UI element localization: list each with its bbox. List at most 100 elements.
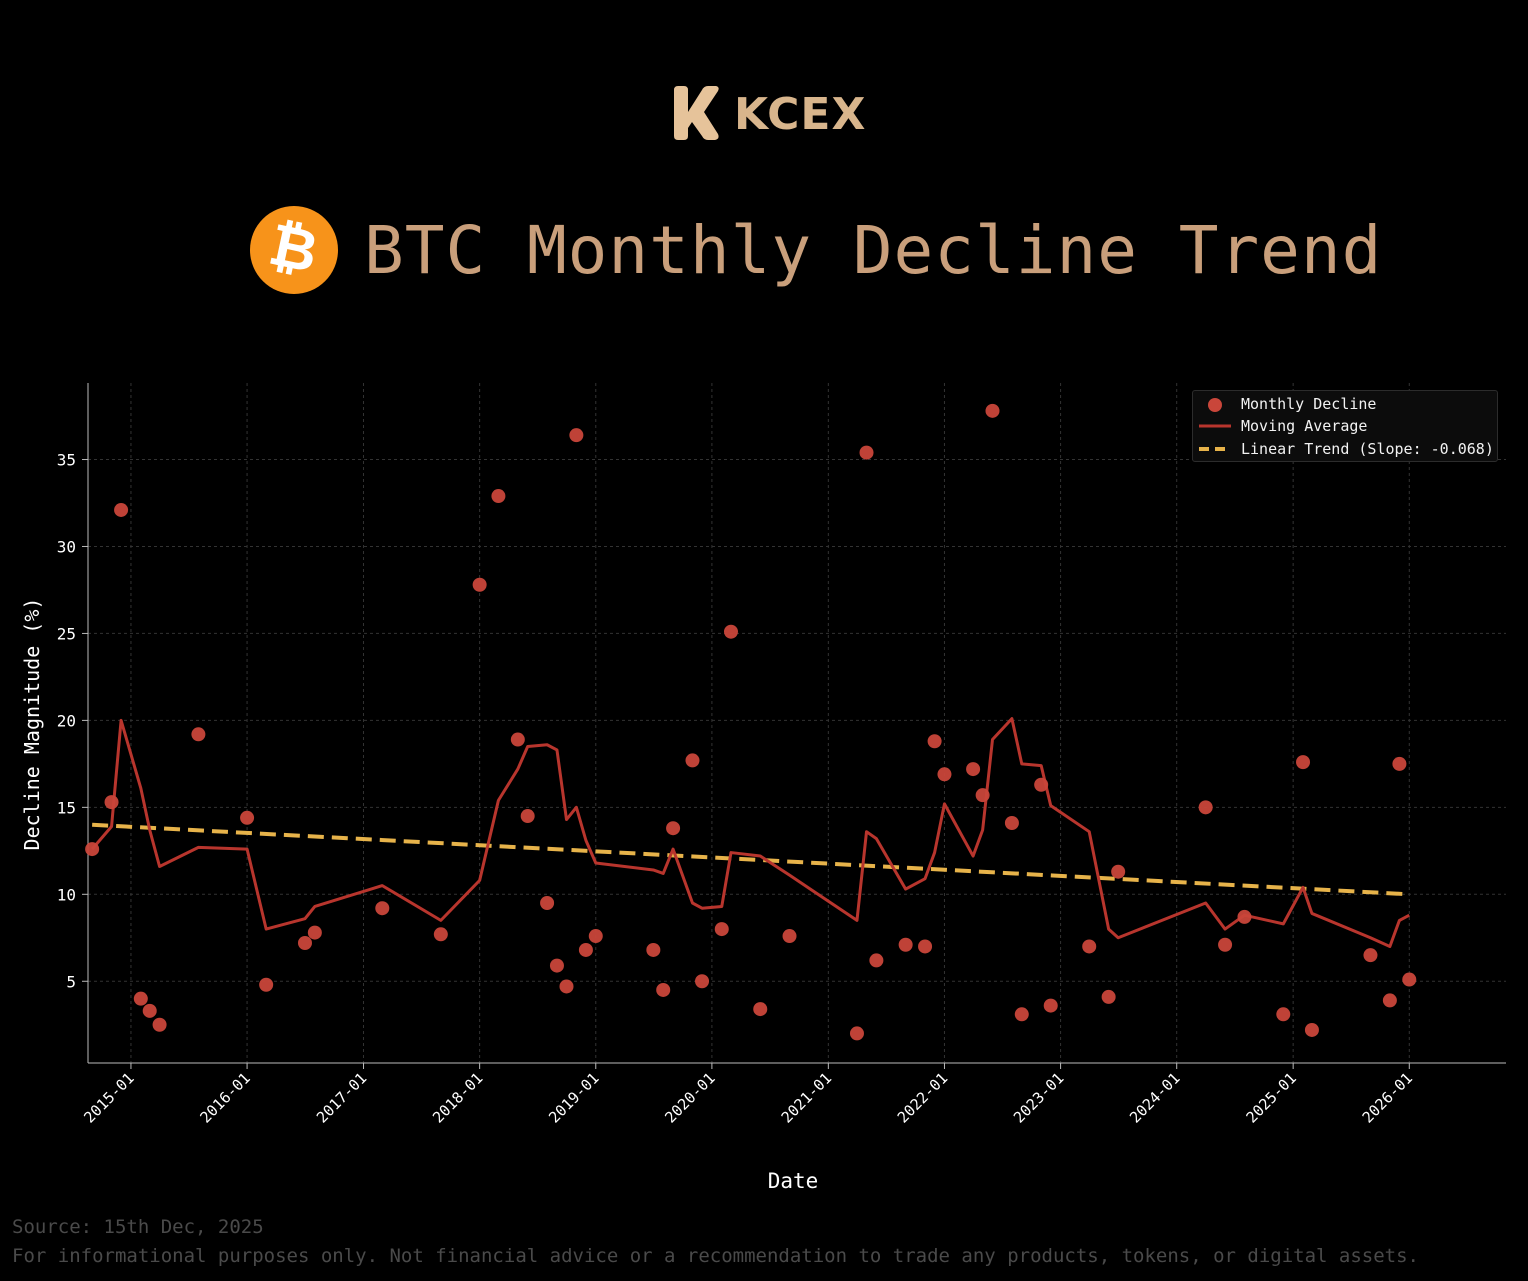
- scatter-point: [714, 922, 729, 937]
- scatter-point: [133, 991, 148, 1006]
- x-axis-label: Date: [768, 1169, 819, 1193]
- scatter-point: [1363, 948, 1378, 963]
- x-tick-label: 2026-01: [1359, 1069, 1416, 1126]
- scatter-point: [695, 974, 710, 989]
- scatter-point: [782, 929, 797, 944]
- scatter-point: [656, 982, 671, 997]
- scatter-point: [114, 502, 129, 517]
- scatter-point: [1276, 1007, 1291, 1022]
- scatter-point: [433, 927, 448, 942]
- y-axis-ticks: 5 10 15 20 25 30 35: [57, 451, 88, 991]
- kcex-logo: KCEX: [668, 84, 866, 144]
- y-tick-label: 20: [57, 711, 76, 730]
- y-tick-label: 30: [57, 537, 76, 556]
- legend-label-monthly-decline: Monthly Decline: [1241, 395, 1377, 413]
- scatter-point: [966, 762, 981, 777]
- scatter-point: [1043, 998, 1058, 1013]
- scatter-point: [240, 810, 255, 825]
- grid: [88, 383, 1506, 1063]
- x-tick-label: 2024-01: [1126, 1069, 1183, 1126]
- scatter-point: [1304, 1022, 1319, 1037]
- x-axis-ticks: 2015-01 2016-01 2017-01 2018-01 2019-01 2020-…: [80, 1063, 1416, 1127]
- scatter-point: [1034, 777, 1049, 792]
- x-tick-label: 2020-01: [661, 1069, 718, 1126]
- moving-average-series: [90, 717, 1410, 948]
- x-tick-label: 2023-01: [1010, 1069, 1067, 1126]
- logo-text: KCEX: [734, 88, 867, 140]
- scatter-point: [753, 1002, 768, 1017]
- scatter-point: [1382, 993, 1397, 1008]
- scatter-point: [1218, 937, 1233, 952]
- linear-trend-series: [92, 822, 1410, 897]
- scatter-point: [259, 977, 274, 992]
- scatter-point: [1004, 816, 1019, 830]
- scatter-point: [1296, 755, 1311, 770]
- scatter-point: [927, 734, 942, 749]
- y-tick-label: 10: [57, 885, 76, 904]
- scatter-point: [898, 937, 913, 952]
- axes: [87, 383, 1506, 1064]
- scatter-point: [849, 1026, 864, 1041]
- x-tick-label: 2021-01: [778, 1069, 835, 1126]
- scatter-point: [520, 809, 535, 824]
- scatter-point: [569, 428, 584, 443]
- scatter-point: [1392, 756, 1407, 771]
- scatter-point: [540, 896, 555, 910]
- linear-trend-line: [92, 822, 1410, 897]
- scatter-point: [685, 753, 700, 768]
- scatter-point: [375, 901, 390, 916]
- legend-label-moving-average: Moving Average: [1241, 417, 1368, 435]
- scatter-point: [859, 445, 874, 460]
- scatter-point: [559, 979, 574, 994]
- monthly-decline-series: [85, 403, 1417, 1041]
- legend-marker-monthly-decline: [1208, 398, 1222, 412]
- scatter-point: [588, 929, 603, 944]
- page-title: BTC Monthly Decline Trend: [364, 211, 1383, 289]
- x-tick-label: 2017-01: [313, 1069, 370, 1126]
- y-tick-label: 35: [57, 451, 76, 470]
- title-row: ₿ BTC Monthly Decline Trend: [250, 206, 1382, 294]
- y-axis-label: Decline Magnitude (%): [20, 598, 44, 851]
- scatter-point: [985, 403, 1000, 418]
- bitcoin-icon: ₿: [250, 206, 338, 294]
- kcex-logo-icon: [674, 86, 719, 140]
- x-tick-label: 2025-01: [1243, 1069, 1300, 1126]
- scatter-point: [937, 767, 952, 782]
- x-tick-label: 2019-01: [545, 1069, 602, 1126]
- y-tick-label: 15: [57, 798, 76, 817]
- source-note: Source: 15th Dec, 2025: [12, 1216, 264, 1238]
- scatter-point: [723, 624, 738, 639]
- x-tick-label: 2018-01: [429, 1069, 486, 1126]
- scatter-point: [491, 489, 506, 504]
- y-tick-label: 25: [57, 624, 76, 643]
- legend-label-linear-trend: Linear Trend (Slope: -0.068): [1241, 440, 1494, 458]
- scatter-point: [578, 942, 593, 957]
- scatter-point: [142, 1003, 157, 1018]
- x-tick-label: 2015-01: [80, 1069, 137, 1126]
- scatter-point: [191, 727, 206, 742]
- scatter-point: [510, 732, 525, 747]
- scatter-point: [1101, 989, 1116, 1004]
- scatter-point: [85, 842, 100, 857]
- scatter-point: [1082, 939, 1097, 954]
- scatter-point: [307, 925, 322, 940]
- scatter-point: [1402, 972, 1417, 987]
- x-tick-label: 2016-01: [196, 1069, 253, 1126]
- scatter-point: [1014, 1007, 1029, 1022]
- x-tick-label: 2022-01: [894, 1069, 951, 1126]
- scatter-point: [152, 1017, 167, 1032]
- scatter-point: [1111, 864, 1126, 879]
- legend-markers: [1199, 398, 1231, 451]
- scatter-point: [549, 958, 564, 973]
- y-tick-label: 5: [66, 972, 76, 991]
- scatter-point: [1237, 909, 1252, 924]
- scatter-point: [666, 821, 681, 836]
- moving-average-line: [90, 717, 1410, 948]
- scatter-point: [646, 942, 661, 957]
- scatter-point: [869, 953, 884, 968]
- legend: Monthly Decline Moving Average Linear Tr…: [1192, 390, 1498, 462]
- scatter-point: [918, 939, 933, 954]
- scatter-point: [104, 795, 119, 810]
- scatter-point: [975, 788, 990, 803]
- scatter-point: [1198, 800, 1213, 815]
